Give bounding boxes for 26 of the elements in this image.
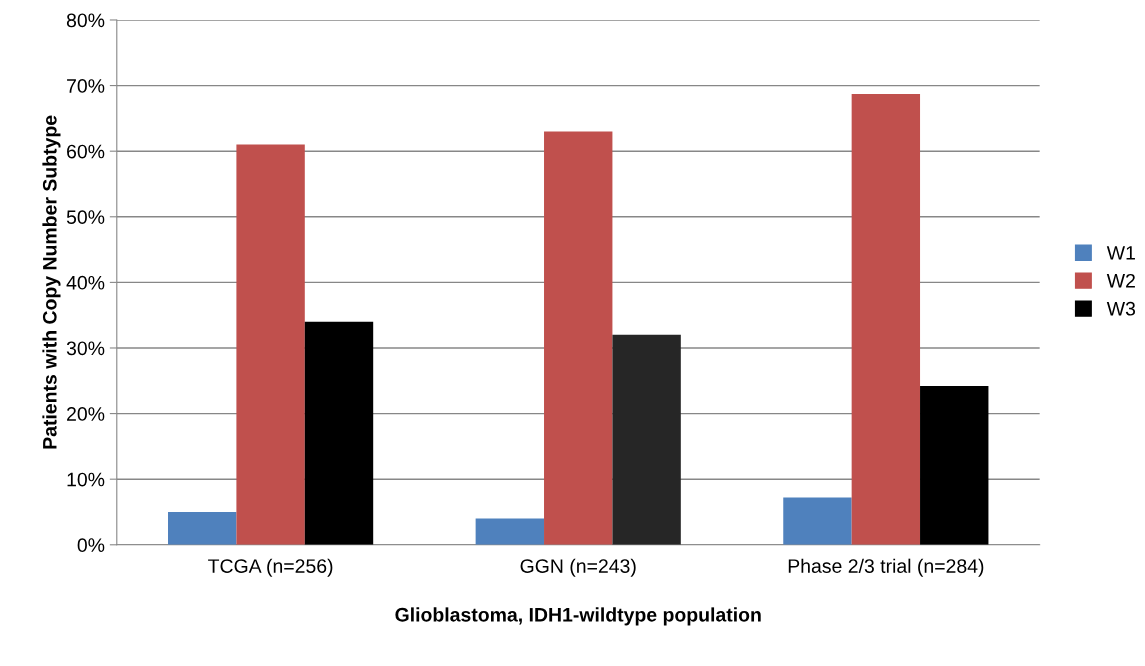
legend-label: W2	[1106, 273, 1135, 288]
y-axis-title: Patients with Copy Number Subtype	[42, 115, 61, 449]
x-tick-label: TCGA (n=256)	[208, 558, 333, 577]
y-tick-label: 80%	[66, 13, 105, 28]
x-tick-label: Phase 2/3 trial (n=284)	[788, 558, 984, 577]
y-tick-label: 50%	[66, 210, 105, 225]
y-tick-label: 0%	[77, 538, 105, 553]
y-tick-label: 40%	[66, 275, 105, 290]
bar	[236, 144, 305, 545]
bar	[168, 511, 237, 545]
bar	[612, 334, 681, 545]
legend-label: W3	[1106, 301, 1136, 316]
y-tick-label: 60%	[67, 144, 105, 159]
bar	[475, 518, 545, 545]
x-axis-title: Glioblastoma, IDH1-wildtype population	[395, 607, 761, 626]
y-tick-label: 20%	[67, 407, 105, 421]
bar	[851, 94, 921, 545]
y-tick-label: 10%	[67, 472, 105, 487]
bar	[304, 321, 374, 545]
bar	[920, 386, 989, 545]
bar	[783, 497, 852, 545]
bar	[544, 131, 613, 545]
y-tick-label: 30%	[66, 341, 105, 356]
legend-label: W1	[1106, 246, 1135, 260]
y-tick-label: 70%	[67, 79, 105, 93]
x-tick-label: GGN (n=243)	[520, 558, 636, 577]
